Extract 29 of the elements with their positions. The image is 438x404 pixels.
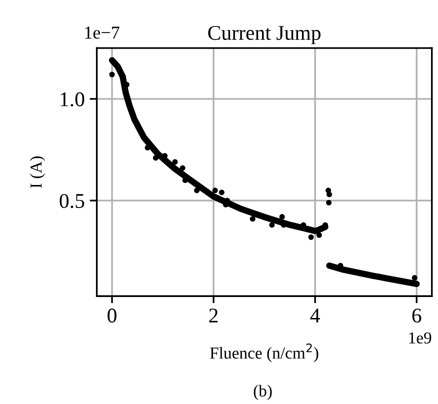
x-tick-label: 6 xyxy=(412,308,422,323)
x-axis-title: Fluence (n/cm$^{2}$) xyxy=(210,343,318,362)
x-tick-label: 0 xyxy=(108,308,116,323)
y-tick-label: 1.0 xyxy=(60,92,84,106)
point xyxy=(279,214,285,220)
point xyxy=(412,275,418,281)
text: 1e9 xyxy=(409,332,432,344)
y-axis-title: I (A) xyxy=(30,156,46,188)
point xyxy=(109,72,115,78)
x-tick-label: 2 xyxy=(209,308,218,322)
chart-title: Current Jump xyxy=(208,26,321,44)
text: (b) xyxy=(254,384,272,400)
point xyxy=(212,188,218,194)
point xyxy=(180,165,186,171)
point xyxy=(316,232,322,238)
point xyxy=(194,188,200,194)
text: 1e−7 xyxy=(85,26,120,39)
point xyxy=(144,144,150,150)
x-tick-label: 4 xyxy=(310,308,320,322)
point xyxy=(308,234,314,240)
y-tick-label: 0.5 xyxy=(60,194,84,208)
point xyxy=(172,159,178,165)
point xyxy=(269,222,275,228)
point xyxy=(326,200,332,206)
point xyxy=(326,192,332,198)
point xyxy=(218,190,224,196)
point xyxy=(250,216,256,222)
point xyxy=(152,155,158,161)
point xyxy=(326,188,332,194)
